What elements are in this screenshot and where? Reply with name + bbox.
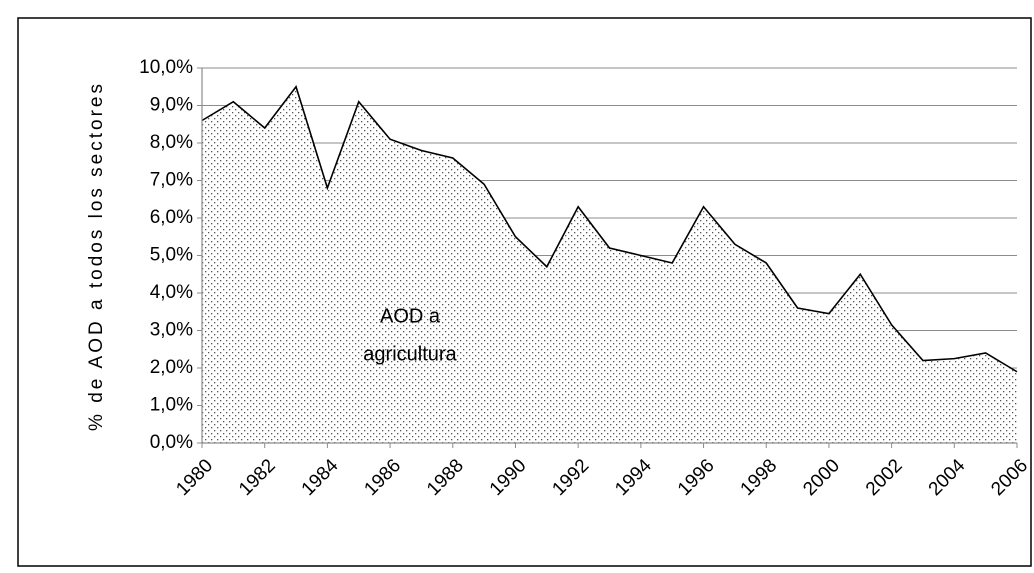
area xyxy=(202,86,1017,443)
annotation: agricultura xyxy=(363,343,457,365)
y-tick-label: 4,0% xyxy=(150,282,193,303)
y-axis-label: % de AOD a todos los sectores xyxy=(86,81,107,431)
y-tick-label: 8,0% xyxy=(150,132,193,153)
y-tick-label: 7,0% xyxy=(150,170,193,191)
area-line xyxy=(201,85,1018,373)
y-tick-label: 10,0% xyxy=(139,57,193,78)
y-tick-label: 0,0% xyxy=(150,432,193,453)
y-tick-label: 5,0% xyxy=(150,245,193,266)
y-tick-label: 6,0% xyxy=(150,207,193,228)
y-tick-label: 1,0% xyxy=(150,395,193,416)
y-tick-label: 2,0% xyxy=(150,357,193,378)
y-tick-label: 3,0% xyxy=(150,320,193,341)
annotation: AOD a xyxy=(380,305,441,327)
y-tick-label: 9,0% xyxy=(150,95,193,116)
